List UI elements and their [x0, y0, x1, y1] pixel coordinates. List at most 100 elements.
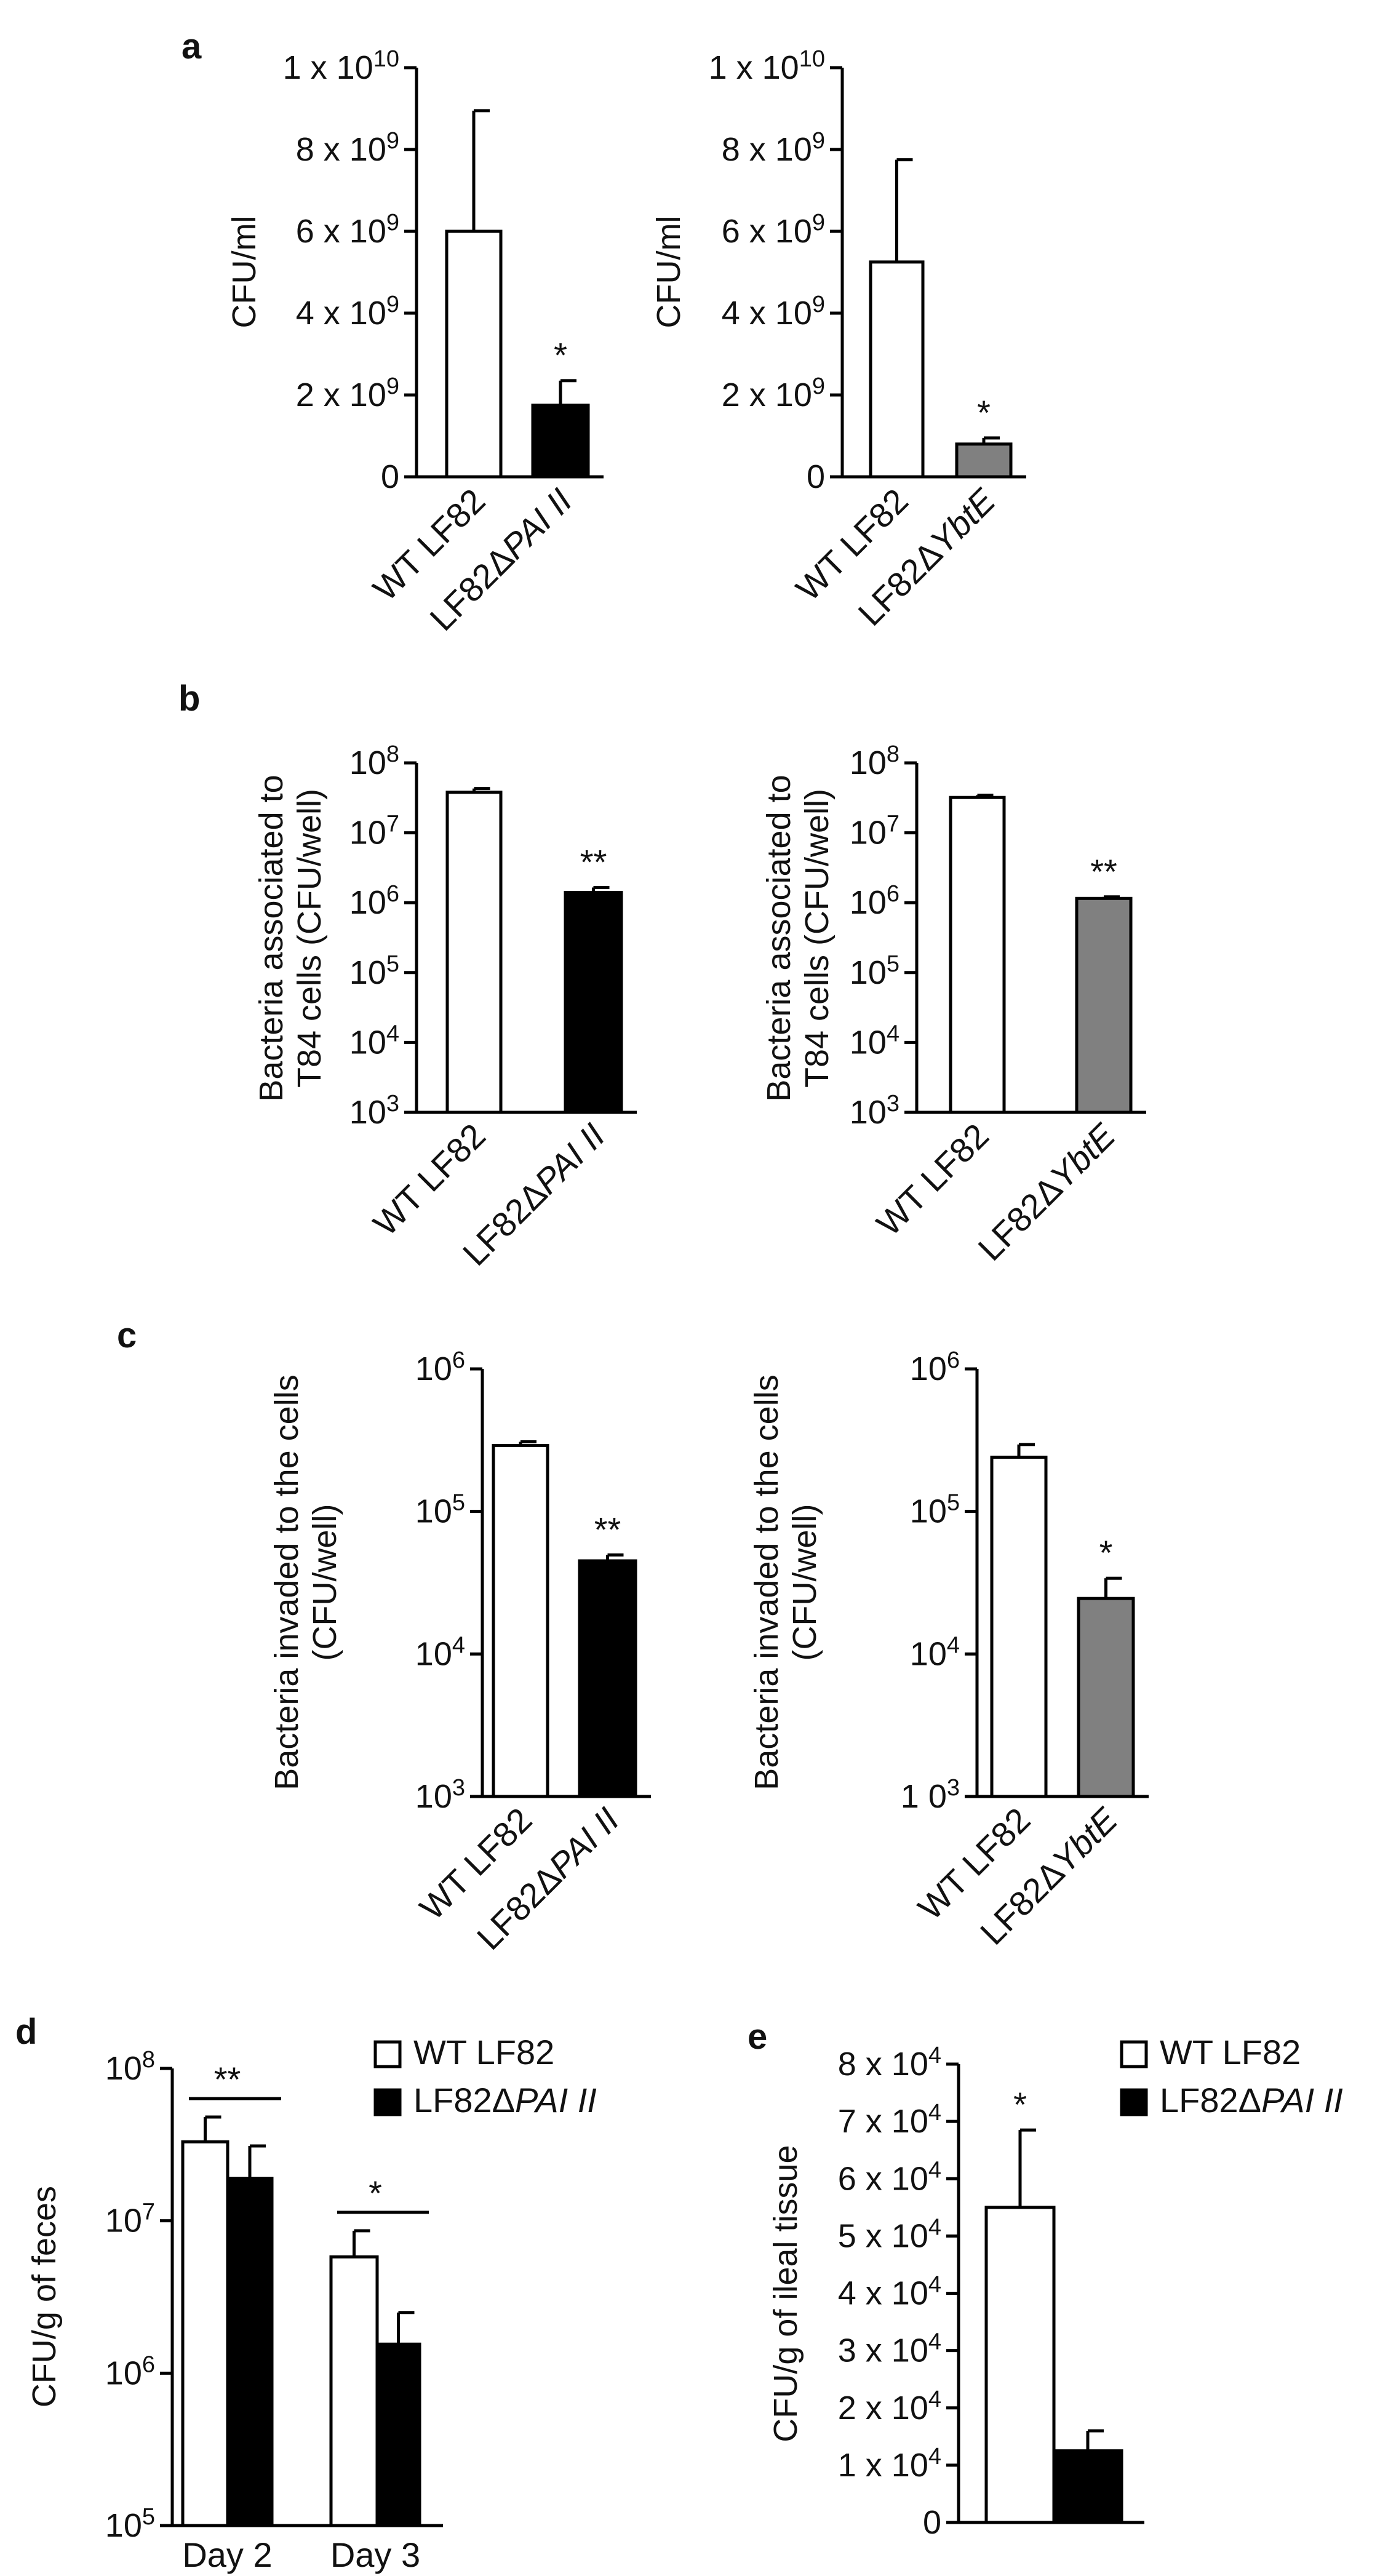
y-axis-label: Bacteria associated to [253, 775, 290, 1101]
y-tick-label: 4 x 109 [296, 292, 399, 332]
bar [329, 2255, 379, 2527]
chart-a2: CFU/ml 0 2 x 109 4 x 109 6 x 109 8 x 109 1 x 1… [650, 46, 1026, 633]
y-tick-label: 6 x 104 [838, 2157, 941, 2197]
x-tick-label: Day 3 [330, 2535, 420, 2574]
y-axis-label: (CFU/well) [786, 1504, 823, 1661]
y-axis-label: Bacteria invaded to the cells [748, 1374, 785, 1790]
y-tick-label: 8 x 109 [296, 128, 399, 168]
panel-letter-e: e [748, 2017, 767, 2057]
bar [226, 2177, 274, 2527]
y-tick-label: 6 x 109 [722, 210, 825, 250]
y-tick-label: 106 [850, 881, 899, 921]
chart-c2: Bacteria invaded to the cells (CFU/well) 1… [748, 1347, 1149, 1952]
bar [375, 2342, 421, 2527]
significance-mark: * [977, 393, 991, 432]
y-axis-label: Bacteria associated to [760, 775, 797, 1101]
chart-d: d CFU/g of feces 105 106 107 108 ** Day 2 * Day 3… [15, 2012, 597, 2574]
y-tick-label: 105 [105, 2504, 155, 2544]
y-axis-label: CFU/ml [650, 216, 687, 329]
y-tick-label: 108 [105, 2047, 155, 2087]
panel-letter-b: b [178, 679, 200, 719]
y-axis-label: (CFU/well) [306, 1504, 343, 1661]
y-tick-label: 3 x 104 [838, 2329, 941, 2369]
bar [1077, 1597, 1135, 1798]
y-tick-label: 4 x 104 [838, 2272, 941, 2312]
bar [1052, 2449, 1123, 2524]
significance-mark: ** [594, 1510, 621, 1549]
y-axis-label: Bacteria invaded to the cells [268, 1374, 305, 1790]
bar [1075, 896, 1133, 1114]
y-tick-label: 103 [850, 1091, 899, 1131]
y-tick-label: 103 [415, 1775, 465, 1815]
y-tick-label: 1 x 104 [838, 2444, 941, 2484]
y-tick-label: 6 x 109 [296, 210, 399, 250]
y-tick-label: 108 [349, 741, 399, 781]
y-tick-label: 104 [850, 1021, 899, 1061]
y-tick-label: 106 [910, 1347, 960, 1387]
y-tick-label: 107 [850, 811, 899, 851]
legend-swatch [1120, 2088, 1148, 2116]
y-tick-label: 104 [415, 1632, 465, 1672]
legend-label: LF82ΔPAI II [413, 2081, 597, 2119]
bar [984, 2206, 1056, 2524]
y-tick-label: 106 [349, 881, 399, 921]
y-tick-label: 106 [105, 2351, 155, 2391]
panel-letter-c: c [117, 1315, 137, 1355]
panel-letter-d: d [15, 2012, 37, 2052]
y-axis-label: T84 cells (CFU/well) [291, 789, 328, 1088]
y-tick-label: 104 [910, 1632, 960, 1672]
significance-mark: * [1013, 2085, 1027, 2124]
bar [949, 796, 1006, 1114]
bar [445, 229, 503, 479]
y-tick-label: 2 x 109 [296, 373, 399, 413]
bar [531, 404, 590, 479]
legend-label: WT LF82 [1160, 2033, 1301, 2072]
legend-swatch [1120, 2040, 1148, 2068]
y-tick-label: 106 [415, 1347, 465, 1387]
bar [869, 260, 925, 479]
y-tick-label: 8 x 109 [722, 128, 825, 168]
chart-a1: a CFU/ml 0 2 x 109 4 x 109 6 x 109 8 x 109 1 x … [181, 26, 604, 638]
y-tick-label: 7 x 104 [838, 2100, 941, 2140]
significance-mark: ** [214, 2060, 241, 2099]
y-tick-label: 5 x 104 [838, 2214, 941, 2254]
y-tick-label: 1 x 1010 [709, 46, 825, 86]
y-tick-label: 105 [850, 951, 899, 991]
chart-e: e CFU/g of ileal tissue 0 1 x 104 2 x 104 3 x… [748, 2017, 1343, 2541]
y-tick-label: 2 x 104 [838, 2387, 941, 2426]
legend-label: WT LF82 [413, 2033, 554, 2072]
bar [445, 791, 503, 1114]
bar [578, 1559, 637, 1798]
y-tick-label: 105 [415, 1490, 465, 1530]
x-tick-label: Day 2 [182, 2535, 272, 2574]
bar [564, 891, 623, 1114]
y-tick-label: 104 [349, 1021, 399, 1061]
y-tick-label: 103 [349, 1091, 399, 1131]
y-tick-label: 0 [923, 2504, 941, 2541]
y-tick-label: 107 [105, 2199, 155, 2239]
legend-swatch [373, 2040, 402, 2068]
bar [492, 1444, 549, 1798]
chart-c1: c Bacteria invaded to the cells (CFU/well)… [117, 1315, 651, 1957]
legend-swatch [373, 2088, 402, 2116]
y-tick-label: 1 03 [901, 1775, 960, 1815]
significance-mark: * [554, 336, 567, 375]
y-tick-label: 1 x 1010 [283, 46, 399, 86]
significance-mark: * [1099, 1533, 1113, 1572]
x-tick-label: WT LF82 [365, 1116, 493, 1243]
y-tick-label: 107 [349, 811, 399, 851]
chart-b2: Bacteria associated to T84 cells (CFU/wel… [760, 741, 1146, 1268]
y-tick-label: 4 x 109 [722, 292, 825, 332]
y-tick-label: 2 x 109 [722, 373, 825, 413]
significance-mark: ** [580, 842, 607, 881]
bar [990, 1456, 1048, 1798]
x-tick-label: LF82ΔYbtE [970, 1115, 1123, 1268]
bar [181, 2140, 229, 2527]
y-tick-label: 108 [850, 741, 899, 781]
significance-mark: * [369, 2174, 382, 2212]
chart-b1: b Bacteria associated to T84 cells (CFU/we… [178, 679, 637, 1273]
y-tick-label: 105 [910, 1490, 960, 1530]
y-tick-label: 0 [807, 458, 825, 495]
bar [955, 442, 1013, 479]
